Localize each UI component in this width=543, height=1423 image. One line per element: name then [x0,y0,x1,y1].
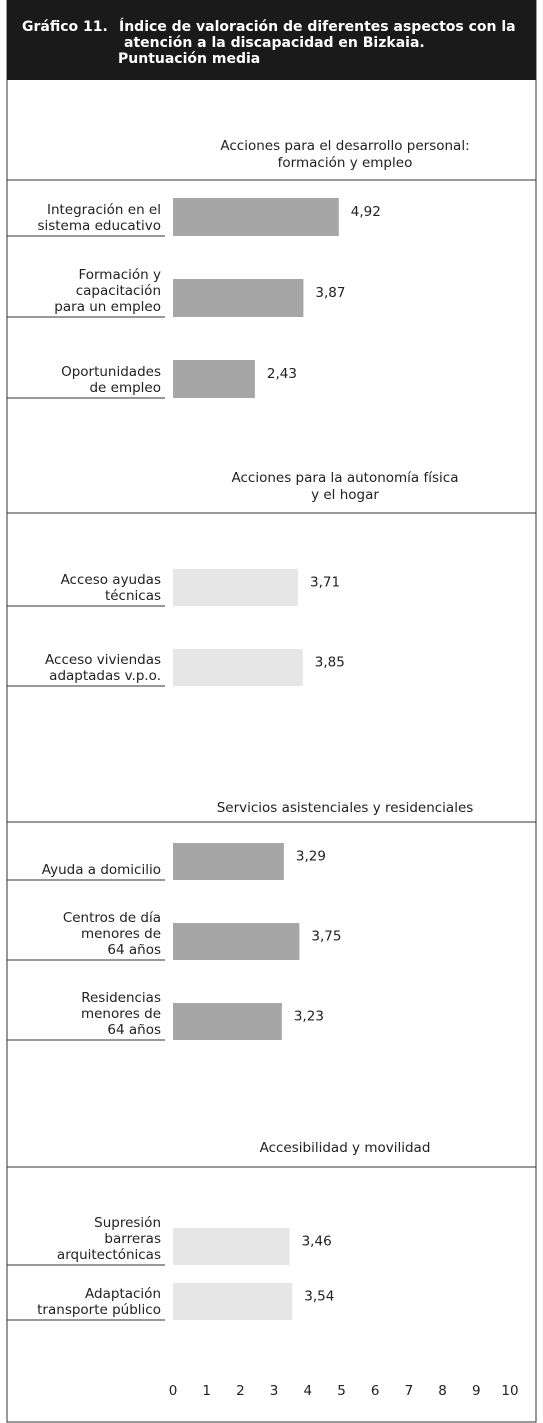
bar [173,569,299,606]
category-label: Centros de día [63,910,161,926]
bar [173,198,339,236]
x-tick-label: 7 [405,1383,414,1399]
value-label: 3,71 [310,575,340,591]
x-tick-label: 6 [371,1383,380,1399]
bar [173,1003,282,1040]
category-label: menores de [81,926,161,942]
category-label: barreras [104,1231,161,1247]
category-label: Ayuda a domicilio [42,862,161,878]
bar [173,279,304,317]
chart-title: Índice de valoración de diferentes aspec… [119,18,516,35]
group-heading: Acciones para la autonomía física [232,470,459,486]
category-label: Residencias [81,990,161,1006]
bar [173,1283,293,1320]
value-label: 3,23 [294,1009,324,1025]
category-label: técnicas [105,588,161,604]
group-heading: y el hogar [311,487,379,503]
category-label: Adaptación [85,1286,161,1302]
frame [6,0,537,1423]
header: Gráfico 11. Índice de valoración de dife… [7,0,536,80]
category-label: capacitación [76,283,161,299]
group-heading: Accesibilidad y movilidad [260,1140,431,1156]
category-label: 64 años [107,1022,161,1038]
x-tick-label: 4 [304,1383,313,1399]
x-tick-label: 5 [337,1383,346,1399]
x-tick-label: 0 [169,1383,178,1399]
bar [173,923,300,960]
value-label: 3,87 [315,285,345,301]
value-label: 3,75 [311,929,341,945]
bar [173,649,303,686]
value-label: 4,92 [351,204,381,220]
category-label: Acceso viviendas [45,652,161,668]
value-label: 3,29 [296,849,326,865]
chart-title: atención a la discapacidad en Bizkaia. [124,35,425,51]
value-label: 3,54 [304,1289,334,1305]
bar [173,360,255,398]
value-label: 3,46 [302,1234,332,1250]
category-label: para un empleo [54,299,161,315]
category-label: de empleo [89,380,161,396]
category-label: transporte público [37,1302,161,1318]
chart-title: Puntuación media [118,51,260,67]
x-tick-label: 9 [472,1383,481,1399]
x-tick-label: 8 [438,1383,447,1399]
category-label: Supresión [94,1215,161,1231]
header-bg [7,0,536,80]
group-heading: Servicios asistenciales y residenciales [217,800,474,816]
category-label: arquitectónicas [57,1247,161,1263]
group-heading: formación y empleo [278,155,413,171]
category-label: adaptadas v.p.o. [49,668,161,684]
x-tick-label: 1 [202,1383,211,1399]
value-label: 2,43 [267,366,297,382]
chart-label: Gráfico 11. [22,19,108,35]
category-label: 64 años [107,942,161,958]
x-tick-label: 2 [236,1383,245,1399]
category-label: Acceso ayudas [61,572,161,588]
category-label: Integración en el [47,202,161,218]
x-tick-label: 10 [501,1383,518,1399]
category-label: menores de [81,1006,161,1022]
category-label: Oportunidades [61,364,161,380]
value-label: 3,85 [315,655,345,671]
category-label: sistema educativo [37,218,161,234]
bar [173,1228,290,1265]
x-tick-label: 3 [270,1383,279,1399]
category-label: Formación y [78,267,161,283]
bar [173,843,284,880]
group-heading: Acciones para el desarrollo personal: [220,138,469,154]
